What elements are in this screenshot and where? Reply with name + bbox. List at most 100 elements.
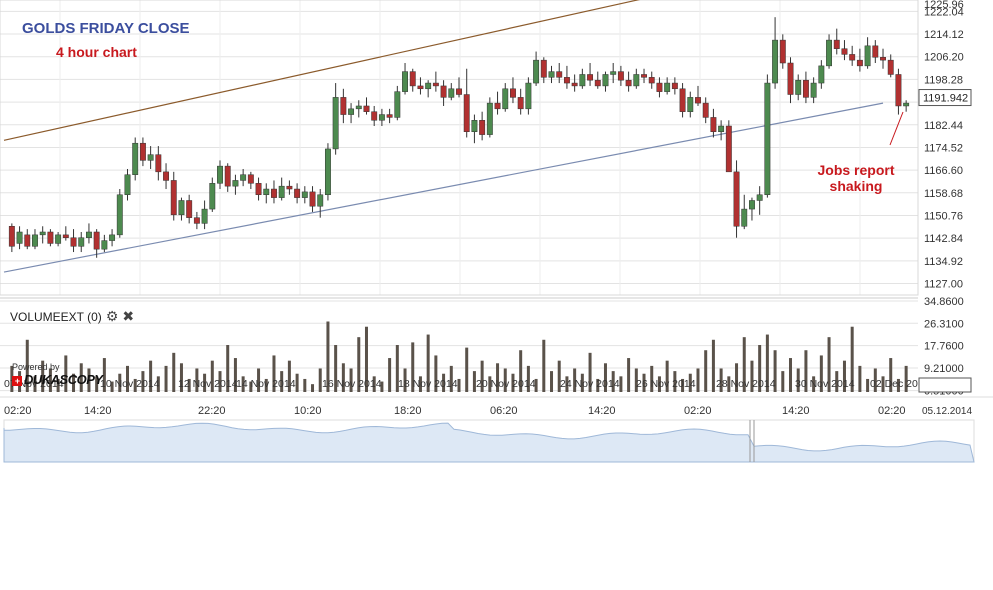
candle-up [232,180,239,187]
candle-up [525,82,532,110]
candle-down [417,85,424,90]
volume-bar [203,373,207,392]
candle-down [62,234,69,238]
candle-down [409,71,416,87]
volume-bar [789,358,793,392]
chart-subtitle: 4 hour chart [56,44,137,60]
brand-name: DUKASCOPY [24,372,103,387]
price-tick-label: 1174.52 [924,142,963,154]
candle-up [741,208,748,227]
volume-bar [172,352,176,392]
candle-down [386,114,393,118]
candle-down [340,97,347,115]
volume-bar [611,371,615,392]
volume-bar [735,363,739,392]
candle-up [502,88,509,110]
volume-bar [295,373,299,392]
volume-bar [272,355,276,392]
volume-bar [364,326,368,392]
volume-bar [889,358,893,392]
candle-up [664,82,671,92]
volume-bar [588,352,592,392]
candle-down [517,97,524,110]
volume-bar [72,373,76,392]
candle-down [224,165,231,187]
candle-up [818,65,825,84]
price-tick-label: 1198.28 [924,74,963,86]
time-label: 06:20 [490,405,518,417]
volume-bar [472,371,476,392]
volume-bar [226,345,230,392]
volume-bar [41,360,45,392]
time-label: 02:20 [684,405,712,417]
volume-bar [866,378,870,392]
volume-bar [496,363,500,392]
volume-bar [603,363,607,392]
volume-bar [156,376,160,392]
candle-down [571,82,578,87]
close-icon[interactable]: ✖ [122,308,135,324]
candle-down [895,74,902,107]
candle-down [540,59,547,78]
volume-bar [711,339,715,392]
candle-up [579,74,586,87]
price-tick-label: 1214.12 [924,29,964,41]
candle-up [278,185,285,198]
candle-down [494,102,501,110]
volume-bar [311,384,315,392]
current-price-tag: 1191.942 [918,89,972,393]
candle-up [201,208,208,224]
candle-up [718,125,725,132]
candle-up [687,97,694,112]
volume-bar [657,376,661,392]
candle-up [864,45,871,67]
candle-up [86,231,92,238]
volume-bar [619,376,623,392]
candle-down [856,59,863,67]
volume-bar [580,373,584,392]
candle-up [378,114,385,121]
candle-up [78,237,85,247]
volume-bar [210,360,214,392]
date-label: 26 Nov 2014 [636,378,696,390]
candle-down [679,88,686,112]
volume-bar [395,345,399,392]
navigator-strip[interactable] [3,419,975,463]
volume-bar [118,373,122,392]
current-price-label: 1191.942 [923,93,968,105]
volume-bar [449,365,453,392]
volume-bar [218,371,222,392]
volume-bar [372,376,376,392]
candle-up [147,154,154,161]
price-panel-frame [0,0,919,296]
candle-up [355,105,362,110]
volume-tick-label: 34.8600 [924,296,964,308]
candle-down [363,105,370,112]
volume-bar [758,345,762,392]
volume-bar [125,365,129,392]
volume-bar [334,345,338,392]
volume-bar [827,337,831,392]
volume-bar [688,373,692,392]
volume-bar [650,365,654,392]
candle-up [124,174,131,196]
candle-down [556,71,563,78]
volume-bar [33,376,37,392]
candle-up [301,191,308,198]
powered-by-text: Powered by [12,362,60,372]
date-label: 12 Nov 2014 [178,378,238,390]
candle-down [463,94,470,132]
gear-icon[interactable]: ⚙ [105,308,119,324]
date-label: 30 Nov 2014 [795,378,855,390]
navigator-area [3,422,975,463]
candle-up [471,120,478,132]
volume-bar [388,358,392,392]
price-tick-label: 1206.20 [924,52,964,64]
volume-bar [819,355,823,392]
candle-up [903,102,910,107]
time-label: 10:20 [294,405,322,417]
date-label: 02 Dec 2014 [870,378,930,390]
candle-down [872,45,879,58]
volume-bar [812,376,816,392]
